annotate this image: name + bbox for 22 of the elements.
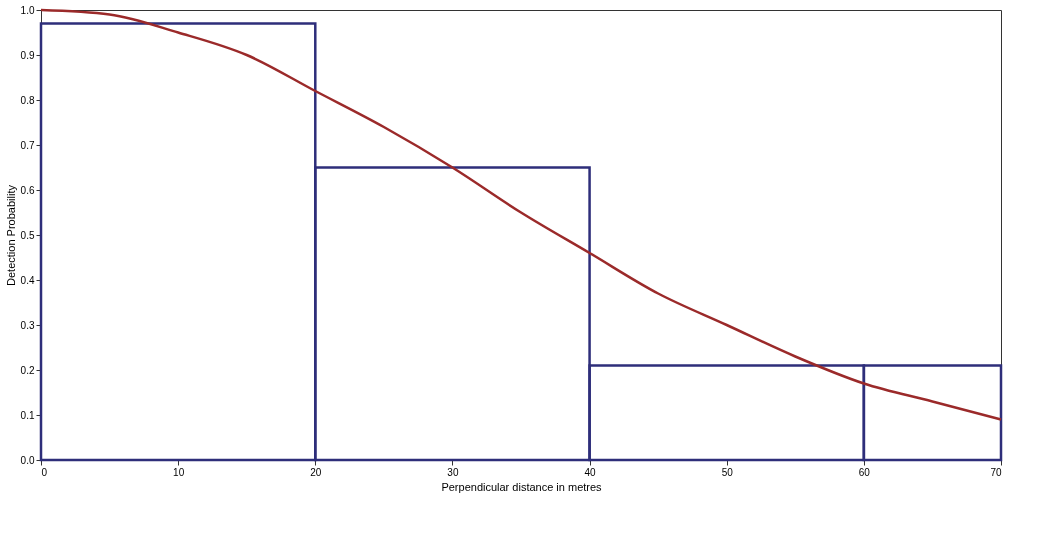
x-tick-label: 30	[447, 466, 459, 478]
x-axis-title: Perpendicular distance in metres	[441, 480, 603, 493]
line-series	[39, 8, 1003, 421]
y-tick-label: 0.0	[20, 454, 35, 466]
y-tick-label: 0.5	[20, 229, 35, 241]
x-tick-label: 0	[41, 466, 48, 478]
y-tick-label: 0.7	[20, 139, 35, 151]
y-tick-label: 0.3	[20, 319, 35, 331]
x-tick-label: 20	[310, 466, 322, 478]
x-tick-label: 60	[858, 466, 871, 478]
y-tick-label: 0.2	[20, 364, 35, 376]
y-tick-label: 0.1	[20, 409, 35, 421]
y-tick-label: 0.9	[20, 49, 35, 61]
y-axis-title: Detection Probability	[4, 184, 17, 286]
y-tick-label: 0.4	[20, 274, 35, 286]
x-tick-label: 40	[584, 466, 597, 478]
y-tick-label: 0.8	[20, 94, 35, 106]
x-tick-label: 10	[173, 466, 185, 478]
y-tick-label: 1.0	[20, 4, 35, 16]
x-tick-label: 50	[721, 466, 734, 478]
x-tick-label: 70	[990, 466, 1002, 478]
y-tick-label: 0.6	[20, 184, 35, 196]
